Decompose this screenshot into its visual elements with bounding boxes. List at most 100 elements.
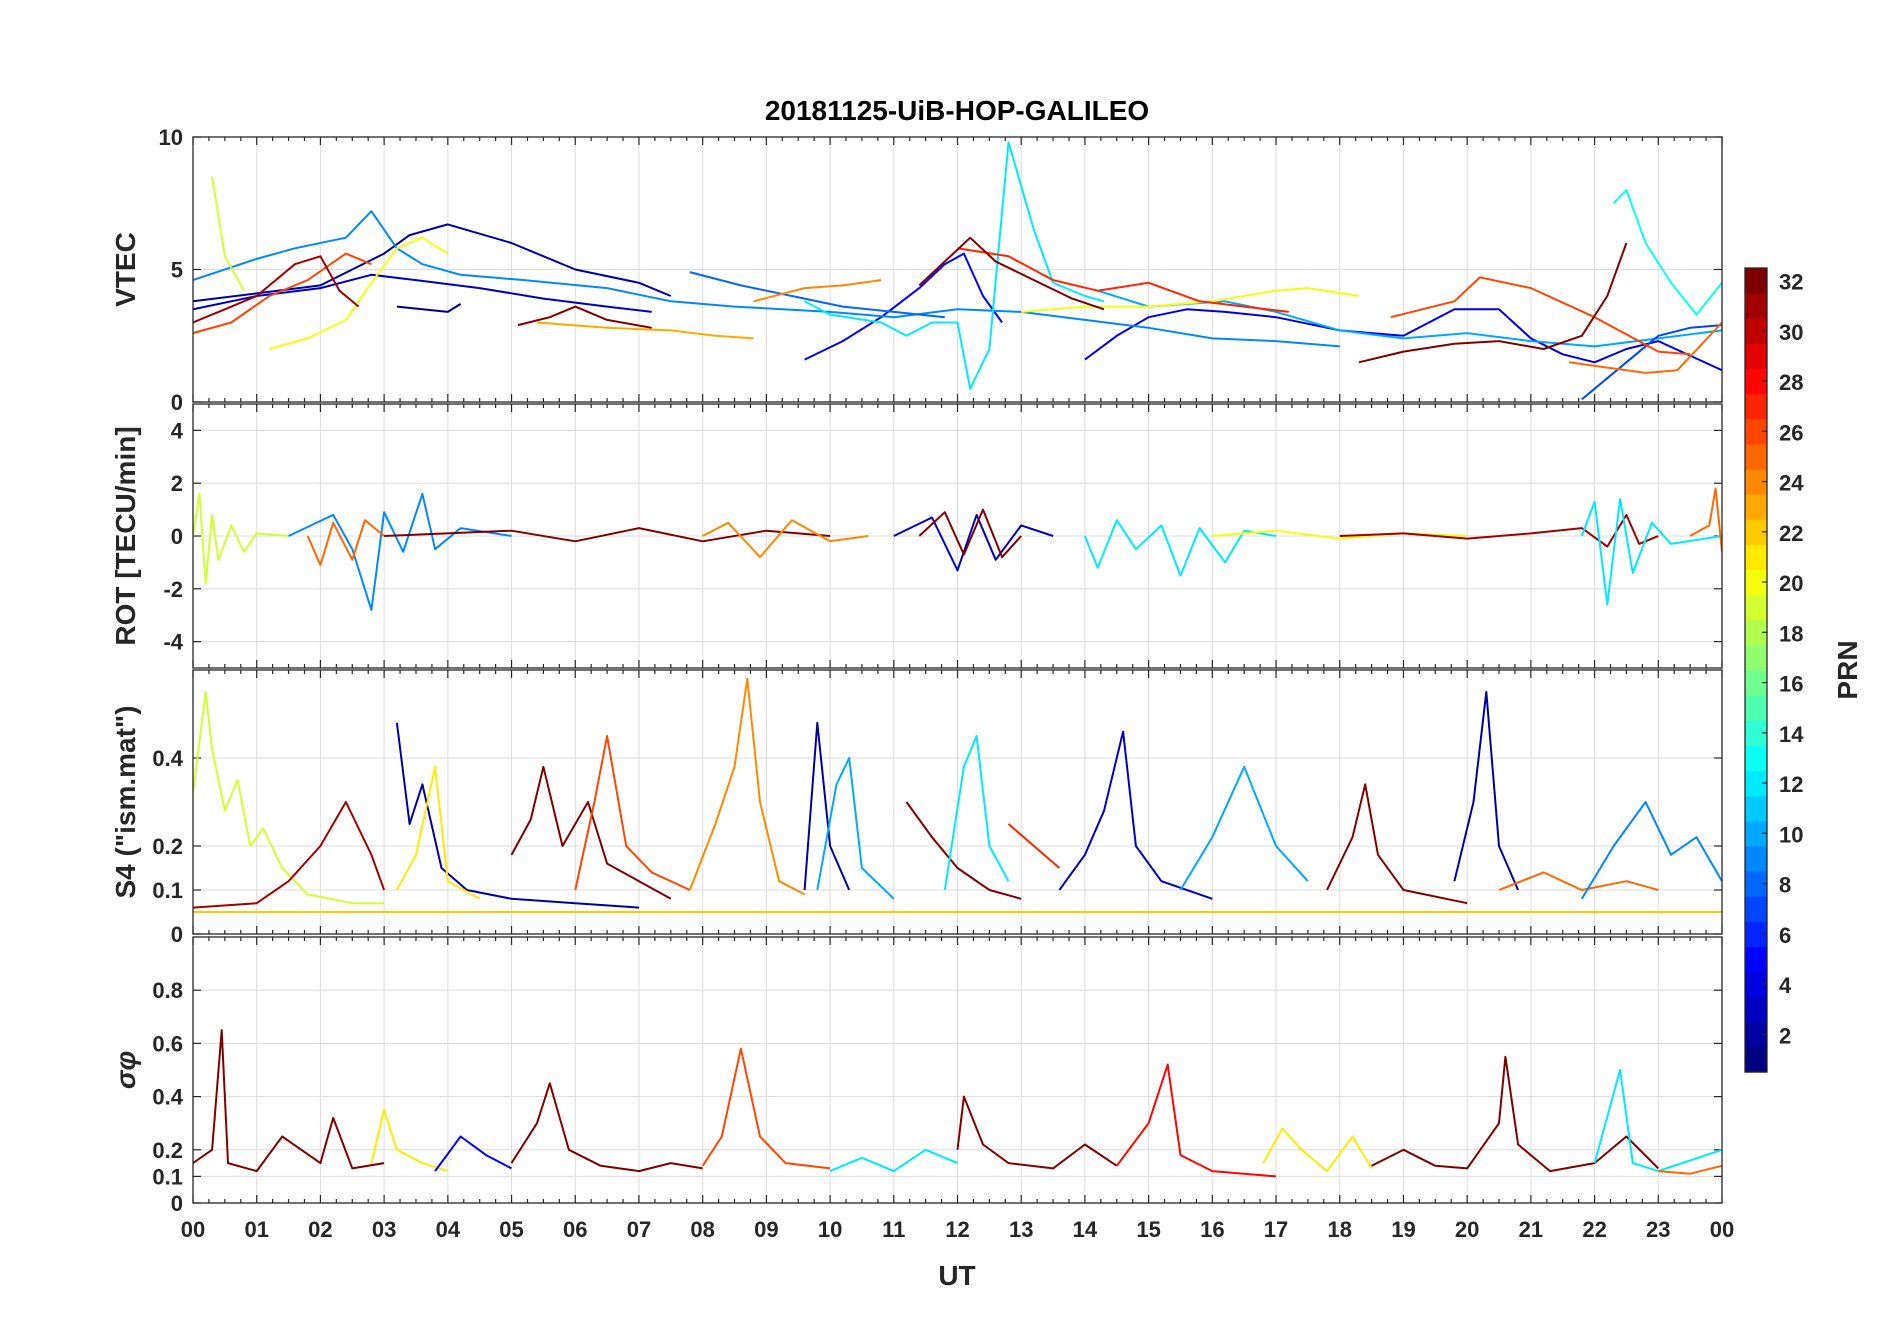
sigma-series-prn-12 [829,1148,958,1173]
colorbar-segment [1745,268,1767,294]
colorbar-segment [1745,293,1767,319]
colorbar-segment [1745,946,1767,973]
vtec-series-prn-13 [1612,189,1722,316]
rot-series-group [193,487,1722,611]
vtec-series-prn-12 [804,141,1105,390]
y-tick-label: 0 [171,524,183,549]
vtec-series-prn-24 [753,279,882,303]
colorbar-segment [1745,971,1767,998]
s4-series-prn-2 [1453,691,1520,891]
vtec-series-group [193,141,1722,401]
x-tick-label: 14 [1073,1217,1098,1242]
colorbar-segment [1745,1046,1767,1073]
colorbar-tick-label: 32 [1779,270,1803,295]
x-tick-label: 00 [1710,1217,1734,1242]
vtec-series-prn-19 [211,176,245,292]
s4-series-prn-25 [1498,871,1659,891]
s4-series-prn-19 [193,691,385,905]
colorbar-segment [1745,318,1767,344]
colorbar-tick-label: 26 [1779,420,1803,445]
vtec-axes-frame [192,136,1723,403]
colorbar-segment [1745,644,1767,671]
colorbar-tick-label: 10 [1779,822,1803,847]
x-tick-label: 01 [244,1217,268,1242]
colorbar-segment [1745,745,1767,772]
s4-series-prn-2 [395,722,640,909]
rot-y-axis-label: ROT [TECU/min] [110,426,141,645]
colorbar-segment [1745,393,1767,420]
sigma-series-prn-32 [1371,1055,1660,1173]
panel-rot: -4 -2 0 2 4 ROT [TECU/min] [110,403,1723,669]
rot-series-prn-25 [306,519,385,566]
y-tick-label: 5 [171,258,183,283]
y-tick-label: 2 [171,471,183,496]
vtec-series-prn-5 [804,252,1003,361]
x-tick-label: 04 [436,1217,461,1242]
colorbar-segment [1745,469,1767,495]
x-tick-label: 12 [945,1217,969,1242]
vtec-series-prn-20 [269,236,449,350]
y-tick-label: 0.2 [152,834,183,859]
rot-series-prn-25 [1689,487,1722,552]
sigma-series-prn-28 [1115,1063,1277,1178]
s4-y-axis-label: S4 ("ism.mat") [110,705,141,898]
x-tick-label: 15 [1136,1217,1160,1242]
x-tick-label: 19 [1391,1217,1415,1242]
vtec-series-prn-25 [1568,321,1722,374]
y-tick-label: -4 [163,630,183,655]
colorbar-segment [1745,418,1767,445]
vtec-series-prn-23 [536,321,754,340]
colorbar-segment [1745,443,1767,470]
colorbar-segment [1745,845,1767,872]
s4-series-prn-3 [1058,730,1213,900]
s4-series-prn-32 [1326,783,1468,905]
colorbar-tick-label: 16 [1779,672,1803,697]
x-tick-label: 20 [1455,1217,1479,1242]
x-tick-label: 17 [1264,1217,1288,1242]
x-tick-label: 03 [372,1217,396,1242]
colorbar-tick-label: 28 [1779,370,1803,395]
x-tick-label: 22 [1582,1217,1606,1242]
s4-series-prn-26 [574,735,691,891]
colorbar-segment [1745,1021,1767,1048]
x-tick-label: 06 [563,1217,587,1242]
rot-series-prn-19 [193,492,289,585]
s4-axes-frame [192,669,1723,935]
y-tick-label: 10 [159,125,183,150]
vtec-series-prn-32 [1358,242,1628,364]
sigma-series-prn-12 [1593,1069,1722,1173]
colorbar-tick-label: 8 [1779,873,1791,898]
colorbar-tick-label: 12 [1779,772,1803,797]
vtec-series-prn-7 [1581,324,1722,401]
colorbar-segment [1745,871,1767,897]
rot-series-prn-32 [384,527,831,543]
vtec-series-prn-26 [193,252,372,335]
colorbar-segment [1745,770,1767,797]
vtec-series-prn-32 [918,236,1105,311]
rot-series-prn-3 [893,513,1054,572]
s4-series-prn-10 [816,757,895,900]
x-tick-label: 05 [499,1217,523,1242]
colorbar-segment [1745,996,1767,1023]
s4-series-prn-21 [396,765,481,900]
sigma-series-group [193,1029,1722,1178]
x-tick-label: 16 [1200,1217,1224,1242]
colorbar-segment [1745,720,1767,746]
rot-series-prn-31 [1339,513,1659,548]
y-tick-label: 0.4 [152,746,183,771]
y-tick-label: 4 [171,418,184,443]
y-tick-label: 0.1 [152,878,183,903]
panel-sigma: 00.10.2 0.4 0.6 0.8 σφ 00 01 02 03 04 05 06 07 08 09 10… [110,936,1734,1242]
s4-series-prn-32 [510,765,672,900]
s4-series-prn-12 [943,735,1010,891]
sigma-series-prn-21 [370,1108,449,1173]
colorbar-tick-label: 14 [1779,722,1804,747]
x-tick-label: 10 [818,1217,842,1242]
vtec-series-prn-31 [193,255,360,324]
vtec-series-prn-1 [396,303,462,313]
panel-vtec: 0 5 10 VTEC [110,125,1723,415]
vtec-series-prn-8 [689,271,945,319]
x-tick-label: 08 [690,1217,714,1242]
